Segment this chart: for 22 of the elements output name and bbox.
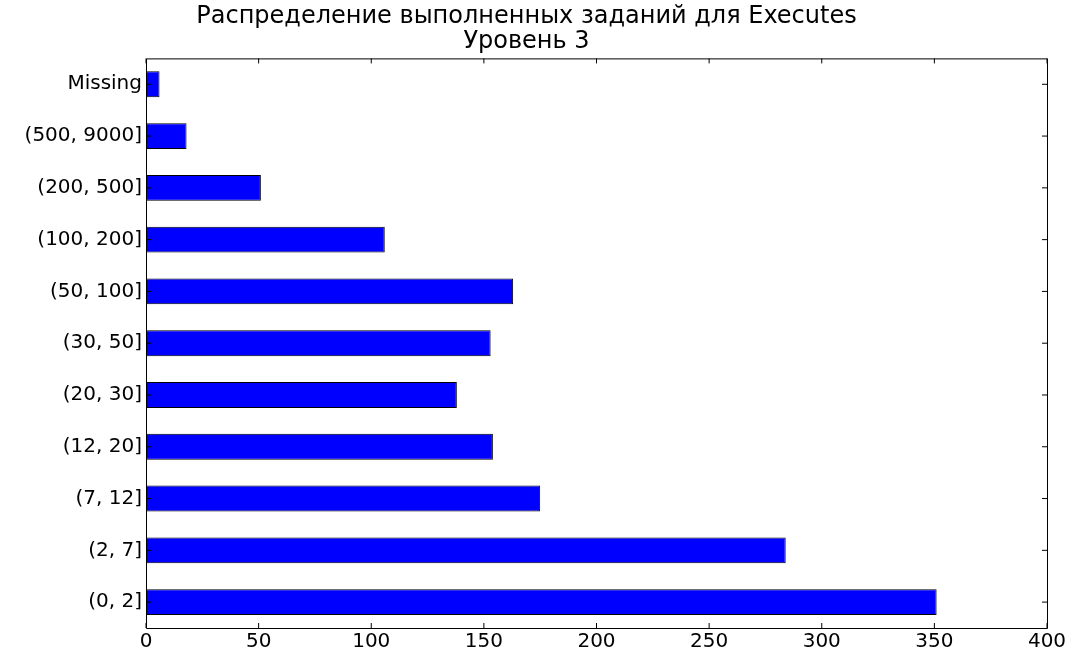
chart-subtitle: Уровень 3 bbox=[463, 26, 590, 55]
y-tick-label: Missing bbox=[67, 70, 142, 95]
x-tick-label: 200 bbox=[577, 628, 616, 653]
y-tick-label: (7, 12] bbox=[75, 484, 142, 509]
y-tick-label: (20, 30] bbox=[62, 381, 142, 406]
y-tick-label: (12, 20] bbox=[62, 432, 142, 457]
y-tick-label: (50, 100] bbox=[50, 277, 142, 302]
y-tick-label: (100, 200] bbox=[37, 225, 142, 250]
x-tick-label: 250 bbox=[690, 628, 729, 653]
y-tick-label: (2, 7] bbox=[88, 536, 142, 561]
x-tick-label: 150 bbox=[464, 628, 503, 653]
y-tick-label: (0, 2] bbox=[88, 588, 142, 613]
y-tick-label: (200, 500] bbox=[37, 174, 142, 199]
x-tick-label: 100 bbox=[352, 628, 391, 653]
x-tick-label: 400 bbox=[1027, 628, 1067, 653]
y-tick-label: (30, 50] bbox=[62, 329, 142, 354]
chart-title: Распределение выполненных заданий для Executes bbox=[196, 0, 857, 29]
x-tick-label: 300 bbox=[802, 628, 841, 653]
x-tick-label: 350 bbox=[915, 628, 954, 653]
x-tick-label: 0 bbox=[139, 628, 153, 653]
y-tick-label: (500, 9000] bbox=[24, 122, 142, 147]
x-tick-label: 50 bbox=[245, 628, 272, 653]
